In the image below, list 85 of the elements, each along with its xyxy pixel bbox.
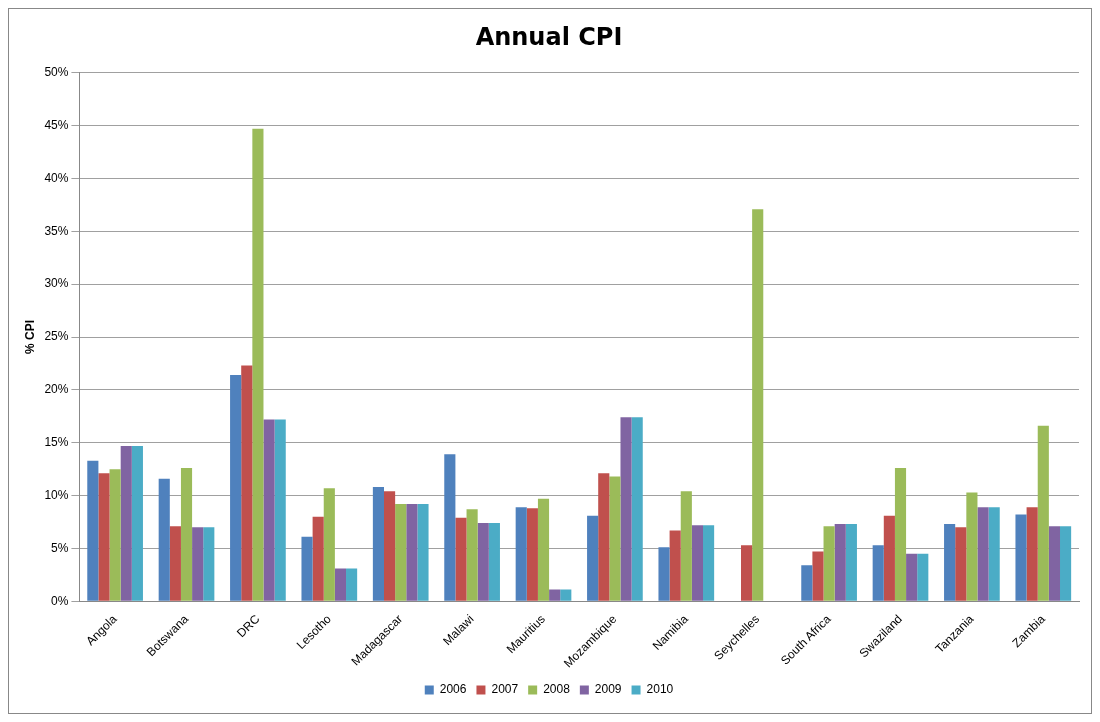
bar (1026, 507, 1038, 601)
bar (417, 504, 429, 601)
bar (301, 536, 313, 601)
bar (1060, 526, 1072, 601)
y-tick-label: 15% (44, 435, 69, 450)
bar (169, 526, 181, 601)
bar (120, 445, 132, 601)
bar (477, 523, 489, 601)
bar (560, 589, 572, 601)
bar (988, 507, 1000, 601)
bar (241, 365, 253, 601)
bar (488, 523, 500, 601)
chart-title: Annual CPI (475, 22, 623, 51)
bar (752, 209, 764, 601)
y-tick-label: 25% (44, 329, 69, 344)
bar (515, 507, 527, 601)
bar (834, 524, 846, 601)
bar (917, 553, 929, 601)
bar (801, 565, 813, 601)
bar (823, 526, 835, 601)
y-tick-label: 5% (51, 540, 69, 555)
bar (680, 491, 692, 601)
bar (631, 417, 643, 601)
bar (274, 419, 286, 601)
bar (192, 527, 204, 601)
bar (230, 375, 242, 601)
bar (703, 525, 715, 601)
bar (955, 527, 967, 601)
bar (312, 516, 324, 601)
y-tick-label: 50% (44, 65, 69, 80)
bar (395, 504, 407, 601)
y-tick-label: 20% (44, 382, 69, 397)
bar (1015, 514, 1027, 601)
bar (845, 524, 857, 601)
bar (526, 508, 538, 601)
bar (131, 445, 143, 601)
y-tick-label: 30% (44, 276, 69, 291)
bar (906, 553, 918, 601)
legend-label: 2006 (439, 682, 467, 697)
bar (334, 568, 347, 601)
bar (109, 469, 121, 601)
bar (87, 460, 99, 601)
bar (966, 492, 978, 601)
bar (669, 530, 681, 601)
bar (263, 419, 275, 601)
bar (977, 507, 989, 601)
bar (691, 525, 704, 601)
bar (203, 527, 215, 601)
bar (346, 568, 358, 601)
bar (252, 128, 264, 601)
y-tick-label: 45% (44, 117, 69, 132)
y-tick-label: 40% (44, 170, 69, 185)
bar (158, 478, 170, 601)
bar (384, 491, 396, 601)
legend-label: 2010 (646, 682, 674, 697)
bar (323, 488, 335, 601)
bar (1048, 526, 1061, 601)
y-tick-label: 35% (44, 223, 69, 238)
bar (872, 545, 884, 601)
bar (587, 515, 599, 601)
y-tick-label: 0% (51, 593, 69, 608)
legend-label: 2008 (543, 682, 571, 697)
bar (1037, 425, 1049, 601)
bar (812, 551, 824, 601)
bar (944, 524, 956, 601)
bar (658, 547, 670, 601)
bar (98, 473, 110, 601)
bar (537, 498, 550, 601)
bar (180, 468, 193, 601)
legend-label: 2009 (594, 682, 622, 697)
bar (598, 473, 610, 601)
bar (466, 509, 478, 601)
y-axis-title: % CPI (22, 320, 37, 355)
bar (620, 417, 632, 601)
bar (444, 454, 456, 601)
bar (549, 589, 561, 601)
bar (894, 468, 907, 601)
bar (406, 504, 418, 601)
bar (609, 476, 621, 601)
bar (372, 487, 385, 601)
bar (455, 517, 467, 601)
legend-label: 2007 (491, 682, 519, 697)
bar (883, 515, 895, 601)
bar (741, 545, 753, 601)
y-tick-label: 10% (44, 487, 69, 502)
